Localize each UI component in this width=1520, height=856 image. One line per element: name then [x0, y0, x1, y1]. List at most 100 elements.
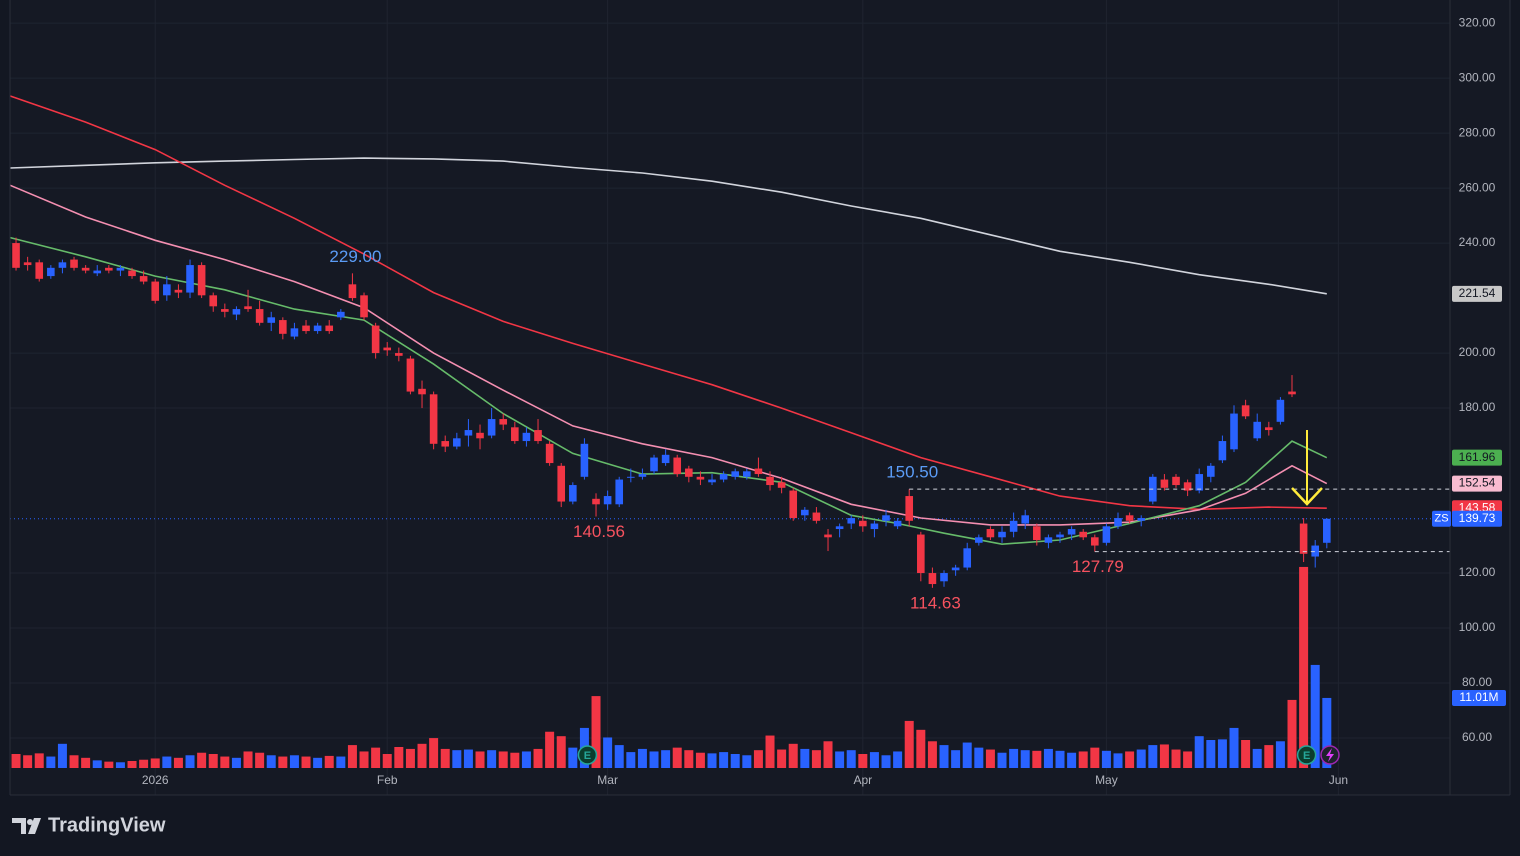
candle-body — [847, 518, 856, 524]
volume-bar — [603, 737, 613, 768]
candle-body — [302, 325, 310, 332]
volume-bar — [974, 747, 984, 768]
ma-price-label-box — [1452, 449, 1502, 466]
volume-bar — [81, 757, 91, 768]
candle-body — [23, 262, 32, 266]
candle-body — [1033, 526, 1041, 541]
candle-body — [337, 311, 345, 318]
candle-body — [928, 573, 937, 585]
volume-bar — [1241, 740, 1251, 768]
volume-bar — [127, 761, 137, 768]
volume-bar — [707, 753, 717, 768]
candle-body — [429, 394, 438, 444]
y-tick-label: 240.00 — [1459, 235, 1496, 249]
volume-bar — [753, 750, 763, 768]
volume-bar — [162, 756, 172, 768]
candle-body — [221, 309, 229, 312]
candle-body — [1021, 515, 1030, 524]
y-tick-label: 280.00 — [1459, 125, 1496, 139]
volume-bar — [1136, 749, 1146, 768]
candle-body — [661, 454, 670, 464]
symbol-box — [1432, 510, 1451, 527]
volume-bar — [1275, 741, 1285, 768]
volume-bar — [823, 741, 833, 768]
volume-bar — [661, 750, 671, 768]
volume-bar — [1020, 750, 1030, 768]
volume-bar — [568, 747, 578, 768]
candle-body — [731, 471, 740, 477]
candle-body — [441, 441, 450, 447]
candle-body — [81, 267, 90, 271]
volume-bar — [800, 748, 810, 768]
candle-body — [580, 443, 589, 477]
volume-bar — [417, 743, 427, 768]
volume-bar — [498, 751, 508, 768]
candle-body — [128, 270, 136, 277]
candle-body — [255, 309, 264, 323]
candle-body — [406, 358, 415, 392]
volume-bar — [765, 735, 775, 768]
volume-bar — [463, 749, 473, 768]
down-arrow — [1291, 430, 1323, 506]
volume-bar — [1043, 748, 1053, 768]
candle-body — [905, 496, 914, 521]
candle-body — [1102, 526, 1111, 543]
volume-bar — [1148, 745, 1158, 768]
candle-body — [870, 523, 879, 530]
volume-bar — [1113, 753, 1123, 768]
volume-bar — [985, 749, 995, 768]
candle-body — [603, 496, 612, 505]
moving-average-line — [10, 157, 1327, 295]
candle-body — [151, 281, 160, 301]
candle-body — [859, 520, 867, 527]
earnings-marker — [577, 745, 598, 765]
volume-bar — [23, 755, 33, 768]
ma-price-label: 161.96 — [1459, 450, 1496, 464]
volume-bar — [255, 752, 265, 768]
volume-bar — [1229, 727, 1239, 768]
candle-body — [835, 526, 844, 530]
candle-body — [1207, 465, 1215, 477]
volume-bar — [220, 756, 230, 768]
volume-bar — [835, 751, 845, 768]
candle-body — [116, 267, 125, 271]
price-annotation: 114.63 — [910, 593, 961, 612]
dividend-icon — [1320, 745, 1340, 765]
candle-body — [975, 537, 983, 543]
candle-body — [522, 432, 531, 442]
volume-bar — [1032, 750, 1042, 768]
candle-body — [174, 289, 183, 293]
brand-logo — [12, 818, 41, 834]
candle-body — [789, 490, 798, 519]
candle-body — [1056, 534, 1064, 538]
volume-bar — [591, 696, 601, 768]
volume-bar — [695, 752, 705, 768]
volume-label: 11.01M — [1459, 690, 1498, 704]
candle-body — [951, 567, 960, 571]
volume-bar — [869, 752, 879, 768]
x-tick-label: Mar — [597, 773, 618, 787]
candle-body — [824, 534, 832, 538]
volume-bar — [394, 747, 404, 768]
candle-body — [1241, 405, 1250, 417]
volume-bar — [1067, 752, 1077, 768]
candle-body — [1253, 421, 1262, 439]
volume-bar — [405, 748, 415, 768]
y-tick-label: 320.00 — [1459, 15, 1496, 29]
candle-body — [1311, 545, 1320, 557]
volume-bar — [881, 755, 891, 768]
candle-body — [209, 295, 218, 307]
x-tick-label: Jun — [1329, 773, 1348, 787]
volume-bar — [1299, 566, 1309, 768]
volume-bar — [614, 745, 624, 768]
volume-bar — [452, 750, 462, 768]
candle-body — [186, 265, 194, 293]
candle-body — [627, 476, 635, 478]
moving-average-line — [9, 184, 1328, 526]
volume-bar — [336, 756, 346, 768]
volume-bar — [1310, 664, 1320, 768]
volume-bar — [684, 750, 694, 768]
volume-bar — [742, 755, 752, 768]
volume-bar — [69, 755, 79, 768]
